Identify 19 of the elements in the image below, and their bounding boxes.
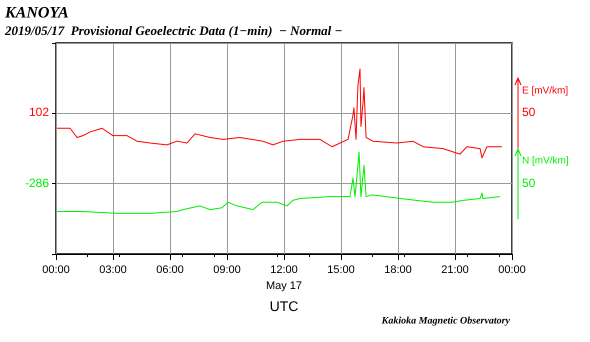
y-axis-title: E [mV/km] [522, 86, 568, 96]
x-tick-label: 15:00 [327, 264, 355, 276]
y2-axis-title: N [mV/km] [522, 156, 569, 166]
text: 102 [28, 105, 50, 119]
text: 50 [522, 105, 536, 119]
x-tick-label: 03:00 [99, 264, 127, 276]
x-axis-title: UTC [270, 298, 298, 314]
x-tick-label: 21:00 [441, 264, 469, 276]
x-tick-label: 00:00 [498, 264, 526, 276]
chart-title: KANOYA [4, 4, 70, 22]
text: 50 [522, 176, 536, 190]
x-tick-label: 00:00 [42, 264, 70, 276]
x-tick-label: 12:00 May 17 [266, 264, 302, 292]
text: Kakioka Magnetic Observatory [380, 316, 511, 326]
chart-subtitle: 2019/05/17 Provisional Geoelectric Data (1−min) − Normal − [4, 23, 343, 38]
x-tick-label: 09:00 [213, 264, 241, 276]
text: -286 [24, 176, 50, 190]
x-tick-label: 06:00 [156, 264, 184, 276]
x-tick-label: 18:00 [384, 264, 412, 276]
